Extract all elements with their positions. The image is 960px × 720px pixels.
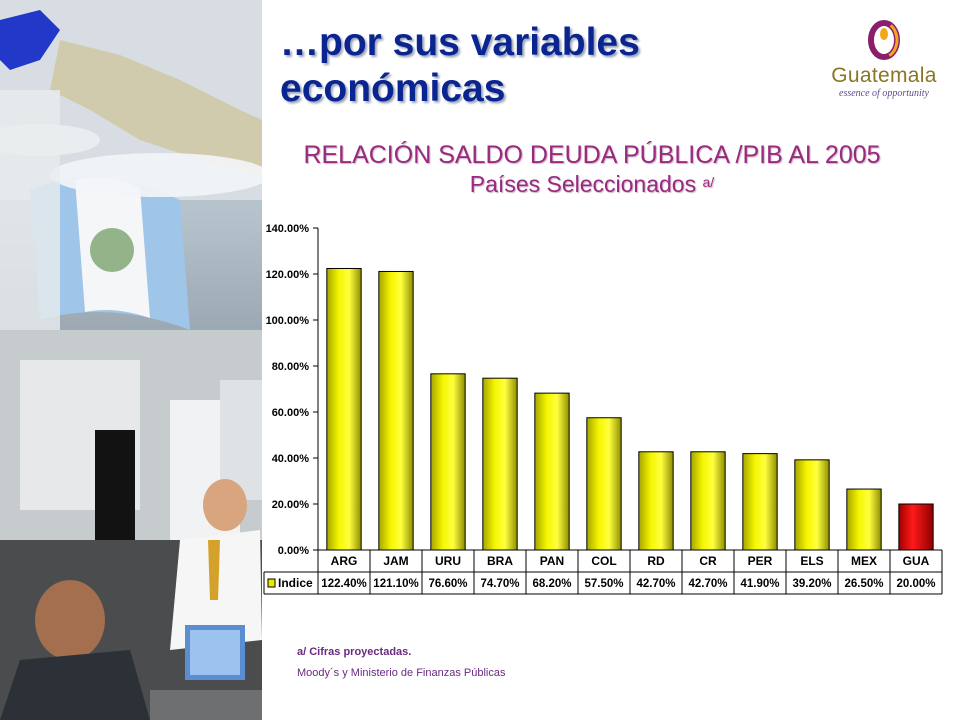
bar-mex xyxy=(846,488,882,551)
y-tick-label: 100.00% xyxy=(266,315,310,327)
y-tick-label: 60.00% xyxy=(272,407,310,419)
category-label: PER xyxy=(748,554,773,568)
category-label: GUA xyxy=(903,554,930,568)
y-tick-label: 0.00% xyxy=(278,545,309,557)
bar-els xyxy=(794,459,830,551)
category-label: BRA xyxy=(487,554,513,568)
data-label: 121.10% xyxy=(373,578,418,590)
background-photo-collage xyxy=(0,0,262,720)
category-label: URU xyxy=(435,554,461,568)
bar-col xyxy=(586,417,622,551)
bar-uru xyxy=(430,373,466,551)
y-tick-label: 80.00% xyxy=(272,361,310,373)
category-label: MEX xyxy=(851,554,877,568)
bar-gua xyxy=(898,503,934,551)
legend-swatch xyxy=(267,578,276,588)
data-label: 41.90% xyxy=(740,578,779,590)
y-tick-label: 20.00% xyxy=(272,499,310,511)
data-label: 26.50% xyxy=(844,578,883,590)
category-label: ARG xyxy=(331,554,358,568)
footnote-projected: a/ Cifras proyectadas. xyxy=(297,646,412,658)
chart-subtitle-text: Países Seleccionados xyxy=(469,171,697,197)
bar-cr xyxy=(690,451,726,551)
collage-art xyxy=(0,0,262,720)
logo-tagline: essence of opportunity xyxy=(839,88,929,99)
data-label: 122.40% xyxy=(321,578,366,590)
data-label: 76.60% xyxy=(428,578,467,590)
bar-arg xyxy=(326,267,362,551)
footnote-source: Moody´s y Ministerio de Finanzas Pública… xyxy=(297,667,506,679)
logo-name: Guatemala xyxy=(831,64,937,87)
data-label: 39.20% xyxy=(792,578,831,590)
category-label: COL xyxy=(591,554,616,568)
y-tick-label: 40.00% xyxy=(272,453,310,465)
data-label: 68.20% xyxy=(532,578,571,590)
data-label: 42.70% xyxy=(636,578,675,590)
chart-title: RELACIÓN SALDO DEUDA PÚBLICA /PIB AL 200… xyxy=(303,141,881,169)
category-label: PAN xyxy=(540,554,564,568)
bar-bra xyxy=(482,377,518,551)
slide-title: …por sus variables económicas xyxy=(280,21,640,110)
y-tick-label: 140.00% xyxy=(266,223,310,235)
debt-gdp-bar-chart: 0.00% 20.00% 40.00% 60.00% 80.00% 100.00% 120.… xyxy=(263,223,943,595)
category-label: ELS xyxy=(800,554,823,568)
data-label: 20.00% xyxy=(896,578,935,590)
category-label: CR xyxy=(699,554,717,568)
y-tick-label: 120.00% xyxy=(266,269,310,281)
guatemala-logo: Guatemala essence of opportunity xyxy=(826,18,942,102)
bar-per xyxy=(742,453,778,551)
bar-pan xyxy=(534,392,570,551)
category-label: RD xyxy=(647,554,665,568)
legend-label: Indice xyxy=(278,576,313,590)
bar-rd xyxy=(638,451,674,551)
bar-jam xyxy=(378,270,414,551)
data-label: 74.70% xyxy=(480,578,519,590)
data-label: 42.70% xyxy=(688,578,727,590)
data-label: 57.50% xyxy=(584,578,623,590)
chart-subtitle-note: a/ xyxy=(702,174,715,190)
plot-area: 0.00% 20.00% 40.00% 60.00% 80.00% 100.00% 120.… xyxy=(263,223,943,595)
chart-subtitle: Países Seleccionados a/ xyxy=(262,170,922,198)
logo-mark-icon xyxy=(868,20,900,60)
category-label: JAM xyxy=(383,554,408,568)
